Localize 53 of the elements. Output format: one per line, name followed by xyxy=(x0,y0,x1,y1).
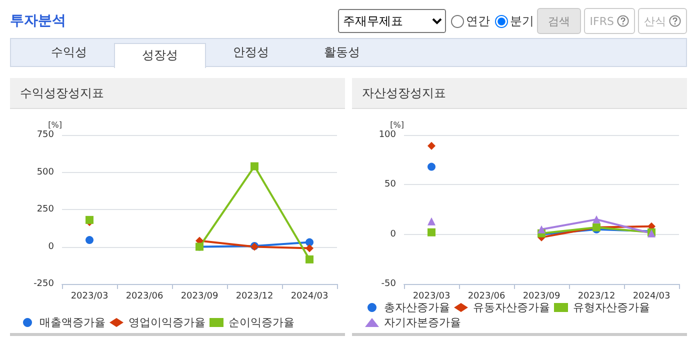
x-tick-label: 2023/03 xyxy=(70,292,108,302)
chart-title: 수익성장성지표 xyxy=(10,78,345,109)
y-tick-label: 100 xyxy=(378,130,396,140)
y-tick-label: -250 xyxy=(34,279,54,289)
chart-title: 자산성장성지표 xyxy=(352,78,687,109)
x-tick-label: 2023/06 xyxy=(468,292,506,302)
point xyxy=(428,162,436,171)
y-tick-label: 500 xyxy=(36,167,54,178)
text: 분기 xyxy=(508,12,534,30)
y-tick-label: 250 xyxy=(36,204,54,214)
text: 활동성 xyxy=(323,44,361,61)
text: 산식 xyxy=(638,8,687,34)
y-tick-label: 0 xyxy=(48,242,54,252)
legend-label: 순이익증가율 xyxy=(228,316,294,329)
point xyxy=(306,255,314,264)
y-axis-title: [%] xyxy=(390,120,404,130)
x-tick-label: 2023/12 xyxy=(578,292,616,302)
point xyxy=(428,228,436,236)
legend-label: 자기자본증가율 xyxy=(384,316,461,329)
x-tick-label: 2023/09 xyxy=(522,292,560,302)
x-tick-label: 2024/03 xyxy=(290,292,328,302)
point xyxy=(86,236,94,244)
y-tick-label: -50 xyxy=(381,279,396,289)
x-tick-label: 2023/06 xyxy=(126,292,164,302)
text: 투자분석 xyxy=(10,12,66,30)
point xyxy=(428,142,436,150)
y-tick-label: 750 xyxy=(36,130,54,140)
legend-label: 유형자산증가율 xyxy=(573,301,650,314)
text: 검색 xyxy=(536,8,581,34)
point xyxy=(86,216,94,224)
point xyxy=(250,162,258,170)
point xyxy=(306,238,314,246)
text: IFRS xyxy=(584,8,635,34)
text: 성장성 xyxy=(114,43,206,68)
x-tick-label: 2023/12 xyxy=(236,292,274,302)
point xyxy=(538,225,546,234)
text: 연간 xyxy=(464,12,490,30)
legend-label: 총자산증가율 xyxy=(384,301,450,314)
text: 주재무제표 xyxy=(338,9,446,33)
y-tick-label: 50 xyxy=(384,180,396,190)
y-axis-title: [%] xyxy=(48,120,62,130)
point xyxy=(428,217,436,226)
y-tick-label: 0 xyxy=(390,229,396,240)
text: 안정성 xyxy=(232,44,270,61)
x-tick-label: 2024/03 xyxy=(632,292,670,302)
point xyxy=(592,215,600,224)
legend-label: 영업이익증가율 xyxy=(128,316,206,329)
x-tick-label: 2023/03 xyxy=(412,292,450,302)
text: 수익성 xyxy=(50,44,88,61)
point xyxy=(306,244,314,252)
legend-label: 매출액증가율 xyxy=(40,316,106,329)
x-tick-label: 2023/09 xyxy=(180,292,218,302)
legend-label: 유동자산증가율 xyxy=(473,301,550,314)
